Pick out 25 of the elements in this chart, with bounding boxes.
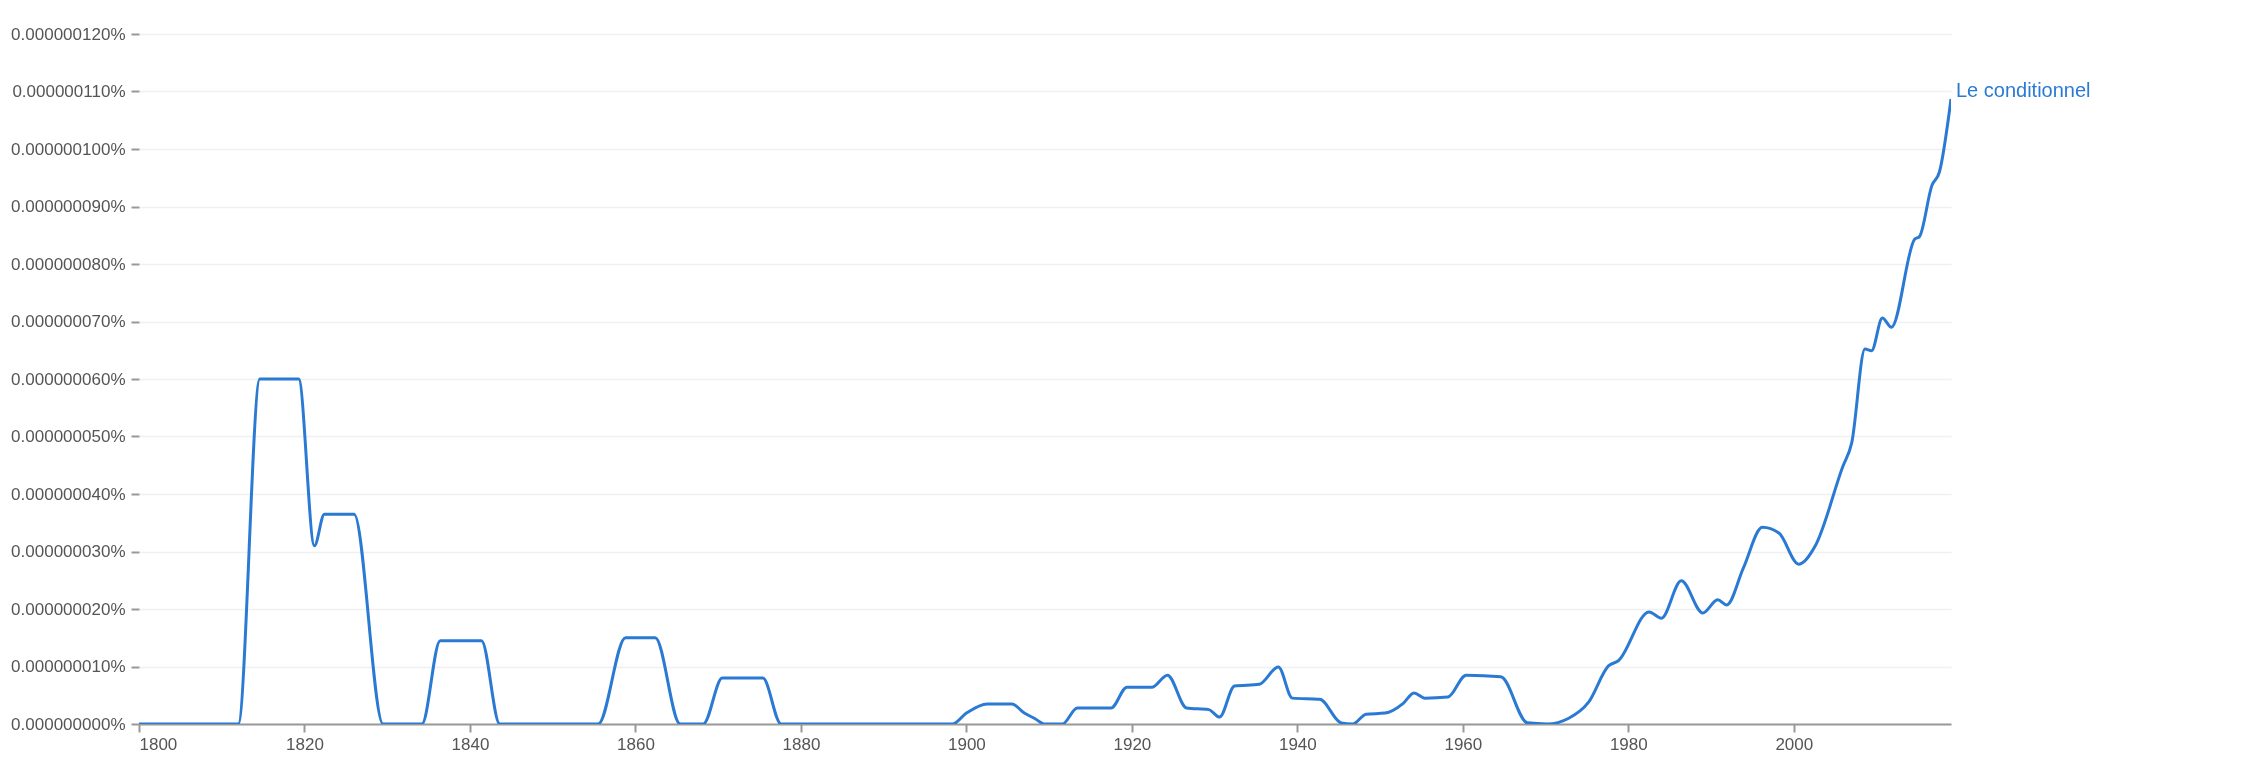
y-tick-label: 0.000000050% bbox=[11, 427, 126, 446]
x-tick-label: 1960 bbox=[1444, 734, 1483, 754]
y-tick-label: 0.000000110% bbox=[12, 82, 126, 101]
series-label: Le conditionnel bbox=[1956, 78, 2091, 101]
y-tick-label: 0.000000030% bbox=[11, 542, 126, 561]
x-tick-label: 2000 bbox=[1775, 734, 1814, 754]
y-tick-label: 0.000000070% bbox=[11, 312, 126, 331]
y-tick-label: 0.000000060% bbox=[11, 369, 126, 389]
y-tick-label: 0.000000040% bbox=[11, 484, 126, 504]
y-tick-label: 0.000000000% bbox=[11, 714, 126, 734]
y-tick-label: 0.000000020% bbox=[11, 599, 126, 619]
x-tick-label: 1840 bbox=[451, 734, 490, 754]
y-tick-label: 0.000000100% bbox=[11, 139, 126, 159]
x-tick-label: 1820 bbox=[286, 734, 324, 754]
x-tick-label: 1940 bbox=[1278, 734, 1317, 754]
x-tick-label: 1800 bbox=[139, 734, 178, 754]
y-tick-label: 0.000000010% bbox=[11, 657, 126, 676]
y-tick-label: 0.000000080% bbox=[11, 254, 126, 274]
y-tick-label: 0.000000090% bbox=[11, 197, 126, 216]
y-tick-label: 0.000000120% bbox=[11, 24, 126, 44]
x-tick-label: 1880 bbox=[782, 734, 821, 754]
x-tick-label: 1920 bbox=[1113, 734, 1152, 754]
x-tick-label: 1900 bbox=[947, 734, 986, 754]
x-tick-label: 1860 bbox=[617, 734, 655, 754]
x-tick-label: 1980 bbox=[1609, 734, 1648, 754]
